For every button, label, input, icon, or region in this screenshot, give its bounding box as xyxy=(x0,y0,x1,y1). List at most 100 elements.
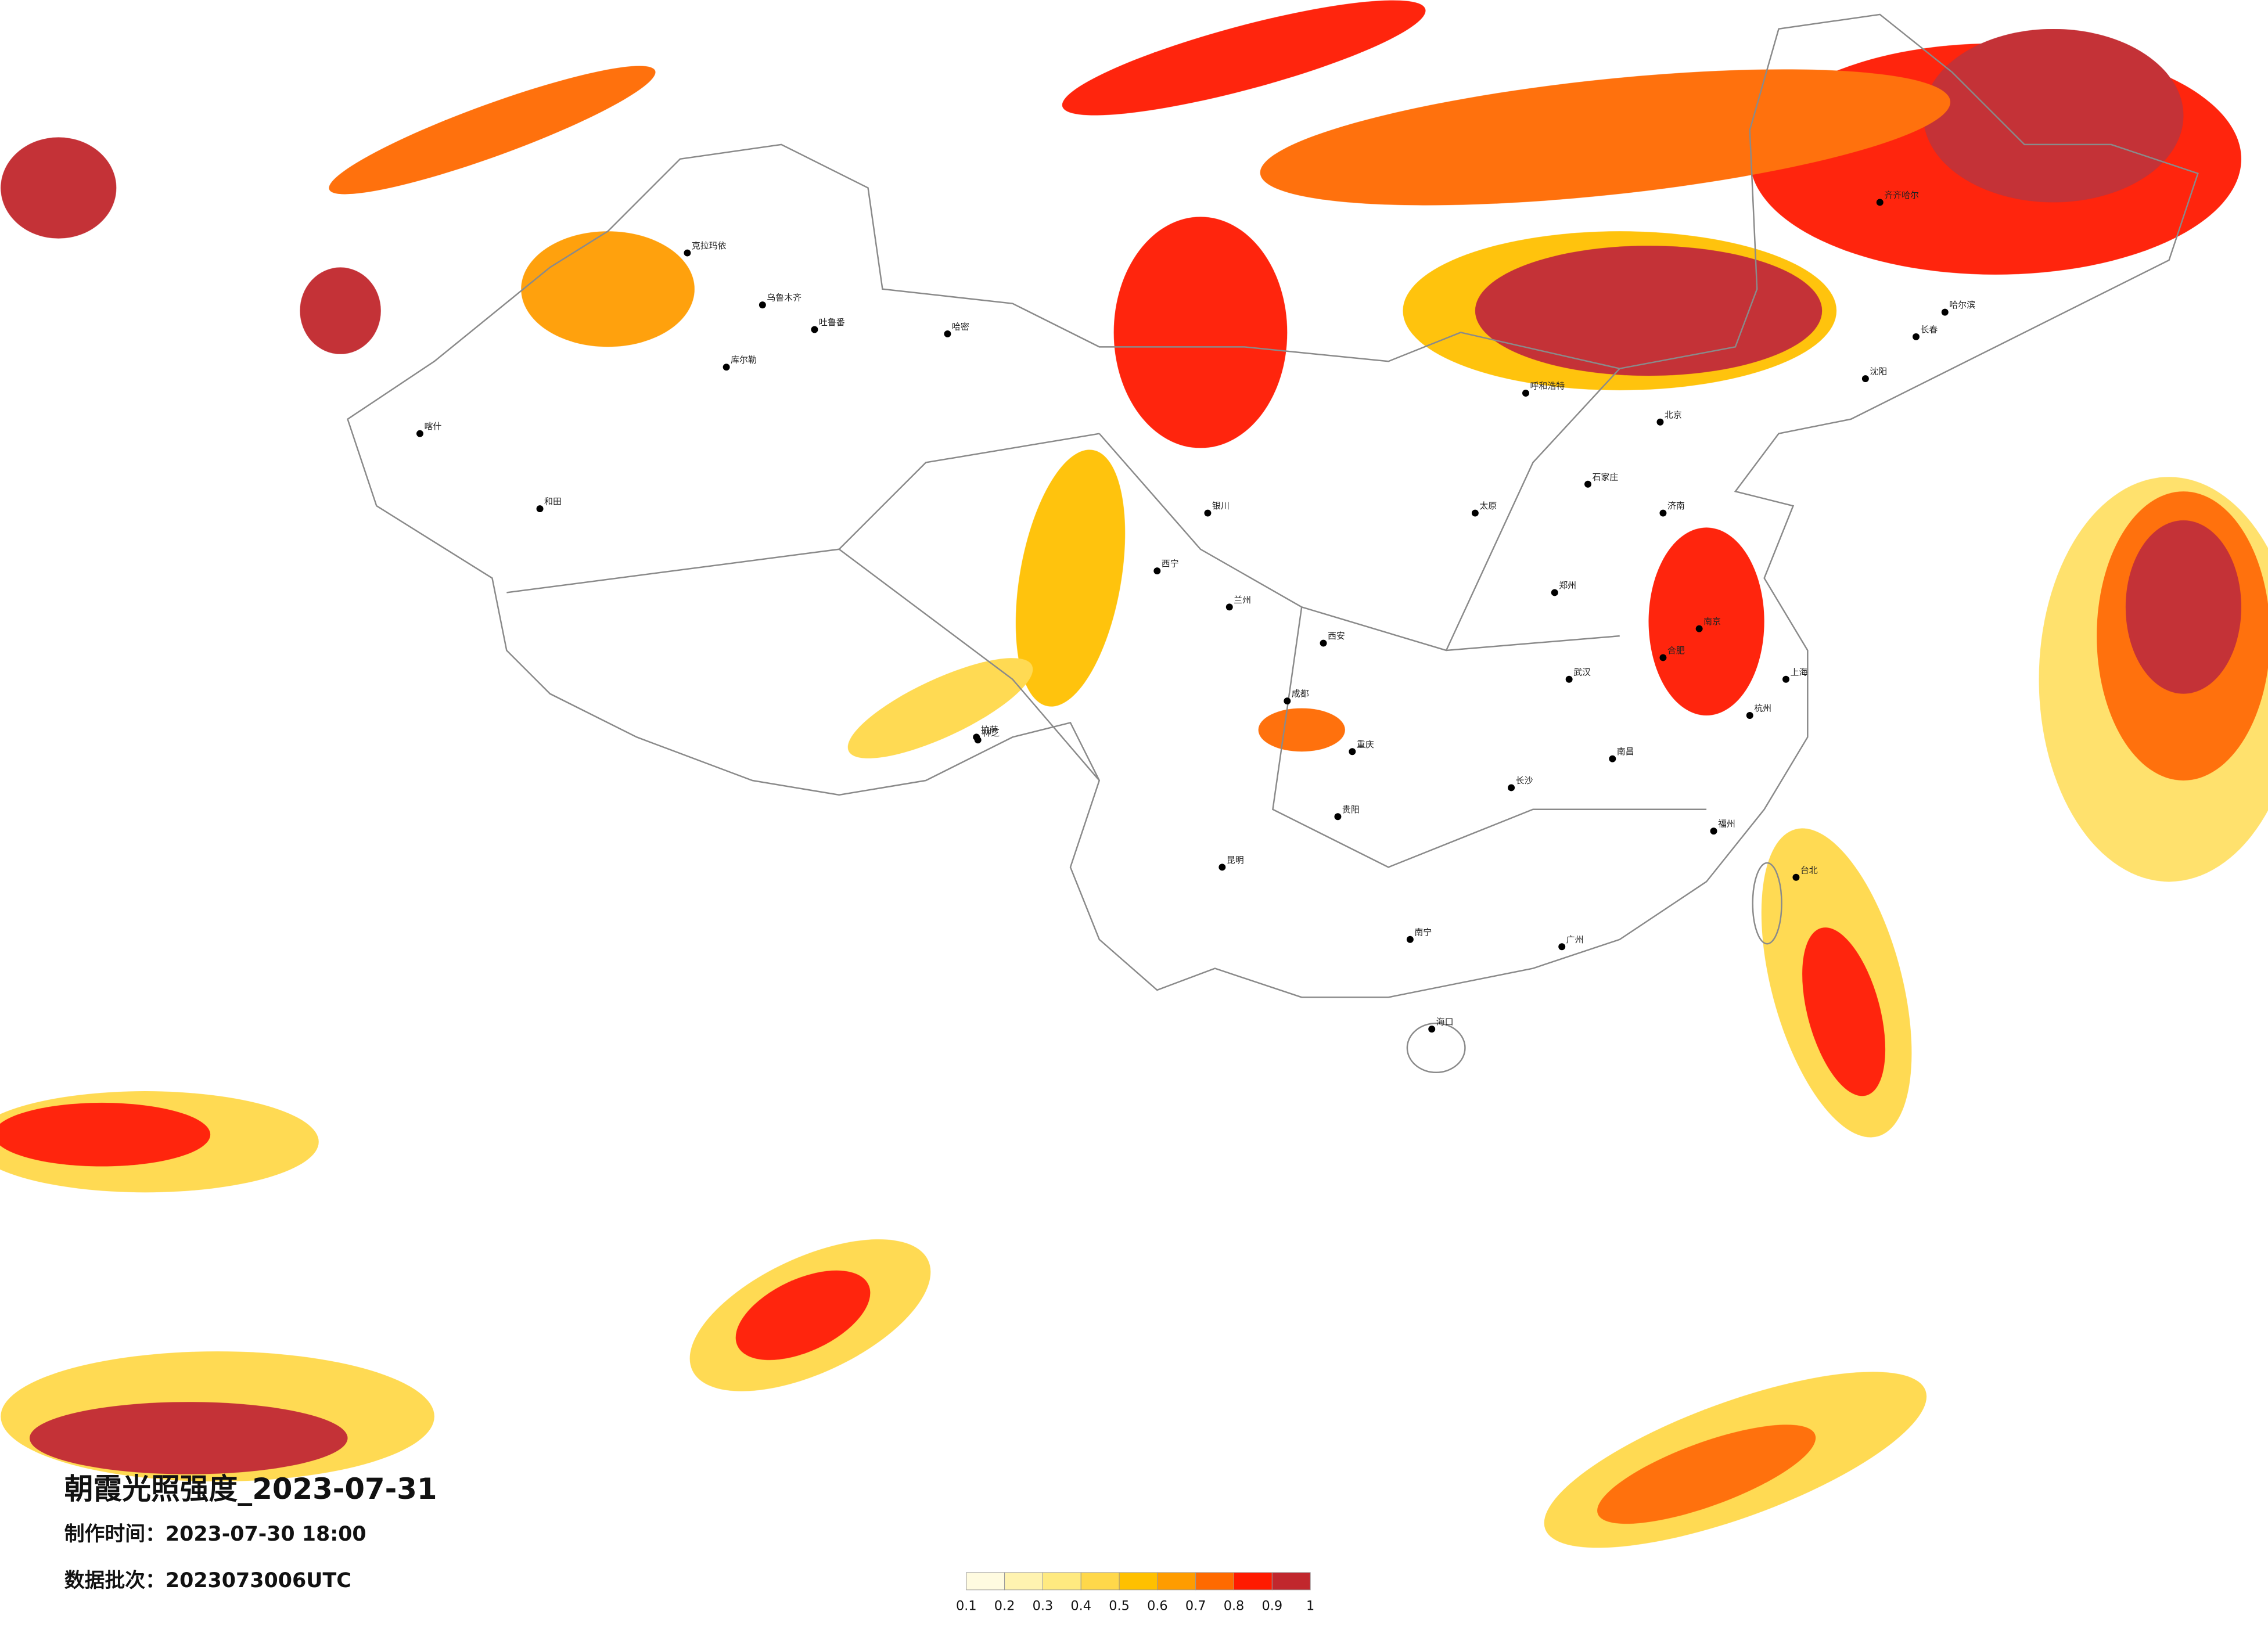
legend-label: 0.3 xyxy=(1033,1599,1054,1614)
legend-swatch xyxy=(966,1572,1005,1591)
legend-label: 0.1 xyxy=(956,1599,977,1614)
city-label: 西安 xyxy=(1328,631,1345,641)
city-dot xyxy=(1320,639,1327,647)
city-label: 齐齐哈尔 xyxy=(1884,190,1919,200)
legend-label: 0.7 xyxy=(1185,1599,1206,1614)
city-label: 合肥 xyxy=(1667,645,1685,656)
city-label: 重庆 xyxy=(1357,739,1374,750)
city-label: 成都 xyxy=(1292,689,1309,699)
city-dot xyxy=(1782,675,1789,683)
city-dot xyxy=(944,330,951,337)
city-label: 杭州 xyxy=(1754,703,1771,714)
legend-swatch xyxy=(1119,1572,1158,1591)
city-label: 上海 xyxy=(1790,667,1807,677)
city-dot xyxy=(723,364,730,371)
city-label: 石家庄 xyxy=(1592,472,1618,482)
legend-swatch xyxy=(1195,1572,1235,1591)
city-dot xyxy=(1219,864,1226,871)
cloud-patch xyxy=(300,267,381,354)
cloud-patch xyxy=(735,1270,871,1360)
city-label: 哈密 xyxy=(952,321,969,332)
city-label: 库尔勒 xyxy=(731,355,757,365)
city-dot xyxy=(1334,813,1342,821)
cloud-patch xyxy=(1258,708,1345,752)
cloud-patch xyxy=(1260,69,1951,206)
city-dot xyxy=(1861,375,1869,383)
city-dot xyxy=(1746,712,1753,719)
city-dot xyxy=(1941,308,1949,316)
cloud-patch xyxy=(1015,449,1126,707)
city-label: 昆明 xyxy=(1227,855,1244,865)
map-title: 朝霞光照强度_2023-07-31 xyxy=(64,1472,437,1506)
city-dot xyxy=(1508,784,1515,792)
legend-label: 0.4 xyxy=(1070,1599,1091,1614)
city-label: 沈阳 xyxy=(1870,366,1887,377)
city-dot xyxy=(1695,625,1703,632)
city-dot xyxy=(1153,567,1161,575)
province-line xyxy=(506,368,1707,868)
city-label: 哈尔滨 xyxy=(1949,300,1975,310)
china-outline xyxy=(347,13,2199,1074)
data-batch: 数据批次：2023073006UTC xyxy=(64,1569,351,1592)
cloud-patch xyxy=(0,1103,211,1167)
city-label: 武汉 xyxy=(1573,667,1591,677)
legend-label: 0.5 xyxy=(1109,1599,1130,1614)
city-dot xyxy=(1558,943,1566,951)
city-label: 拉萨 xyxy=(981,725,998,735)
city-label: 郑州 xyxy=(1559,580,1576,591)
city-label: 福州 xyxy=(1718,819,1735,829)
city-dot xyxy=(1284,697,1291,705)
legend-label: 0.8 xyxy=(1224,1599,1245,1614)
city-label: 呼和浩特 xyxy=(1530,381,1565,391)
city-dot xyxy=(1204,509,1212,517)
city-label: 喀什 xyxy=(424,421,441,431)
city-label: 和田 xyxy=(544,497,562,507)
city-dot xyxy=(1551,589,1558,596)
cloud-patch xyxy=(1062,0,1426,116)
city-label: 南京 xyxy=(1703,616,1721,627)
city-label: 西宁 xyxy=(1162,559,1179,569)
city-dot xyxy=(1428,1026,1436,1033)
city-dot xyxy=(1565,675,1573,683)
cloud-patch xyxy=(2125,520,2241,694)
city-dot xyxy=(1349,748,1356,756)
city-dot xyxy=(684,249,691,257)
city-dot xyxy=(1659,654,1667,661)
city-dot xyxy=(1609,755,1616,762)
city-dot xyxy=(1656,418,1664,426)
city-label: 南宁 xyxy=(1414,927,1432,937)
cloud-patch xyxy=(1597,1424,1816,1524)
legend-swatch xyxy=(1042,1572,1081,1591)
legend: 0.1 0.2 0.3 0.4 0.5 0.6 0.7 0.8 0.9 1 xyxy=(956,1572,1314,1614)
city-dot xyxy=(1659,509,1667,517)
made-time: 制作时间：2023-07-30 18:00 xyxy=(64,1523,366,1546)
cloud-patch xyxy=(1648,527,1764,715)
city-dot xyxy=(811,326,818,333)
intensity-field xyxy=(0,0,2268,1548)
cloud-patch xyxy=(1802,927,1886,1096)
city-label: 济南 xyxy=(1667,501,1685,511)
city-dot xyxy=(759,301,766,309)
legend-swatch xyxy=(1271,1572,1311,1591)
city-dot xyxy=(1406,936,1414,943)
cloud-patch xyxy=(29,1402,348,1474)
city-label: 太原 xyxy=(1479,501,1497,511)
city-label: 兰州 xyxy=(1234,595,1251,605)
legend-swatch xyxy=(1157,1572,1196,1591)
city-label: 长沙 xyxy=(1516,775,1533,786)
border xyxy=(347,13,2199,998)
city-label: 台北 xyxy=(1800,865,1818,875)
cloud-patch xyxy=(847,658,1033,758)
cloud-patch xyxy=(1923,28,2184,203)
city-label: 银川 xyxy=(1212,501,1230,511)
city-dot xyxy=(1792,873,1800,881)
city-dot xyxy=(1584,480,1591,488)
hainan xyxy=(1406,1022,1466,1074)
legend-swatch xyxy=(1234,1572,1273,1591)
city-dot xyxy=(1522,390,1529,397)
city-label: 海口 xyxy=(1436,1017,1454,1027)
taiwan xyxy=(1752,862,1782,945)
